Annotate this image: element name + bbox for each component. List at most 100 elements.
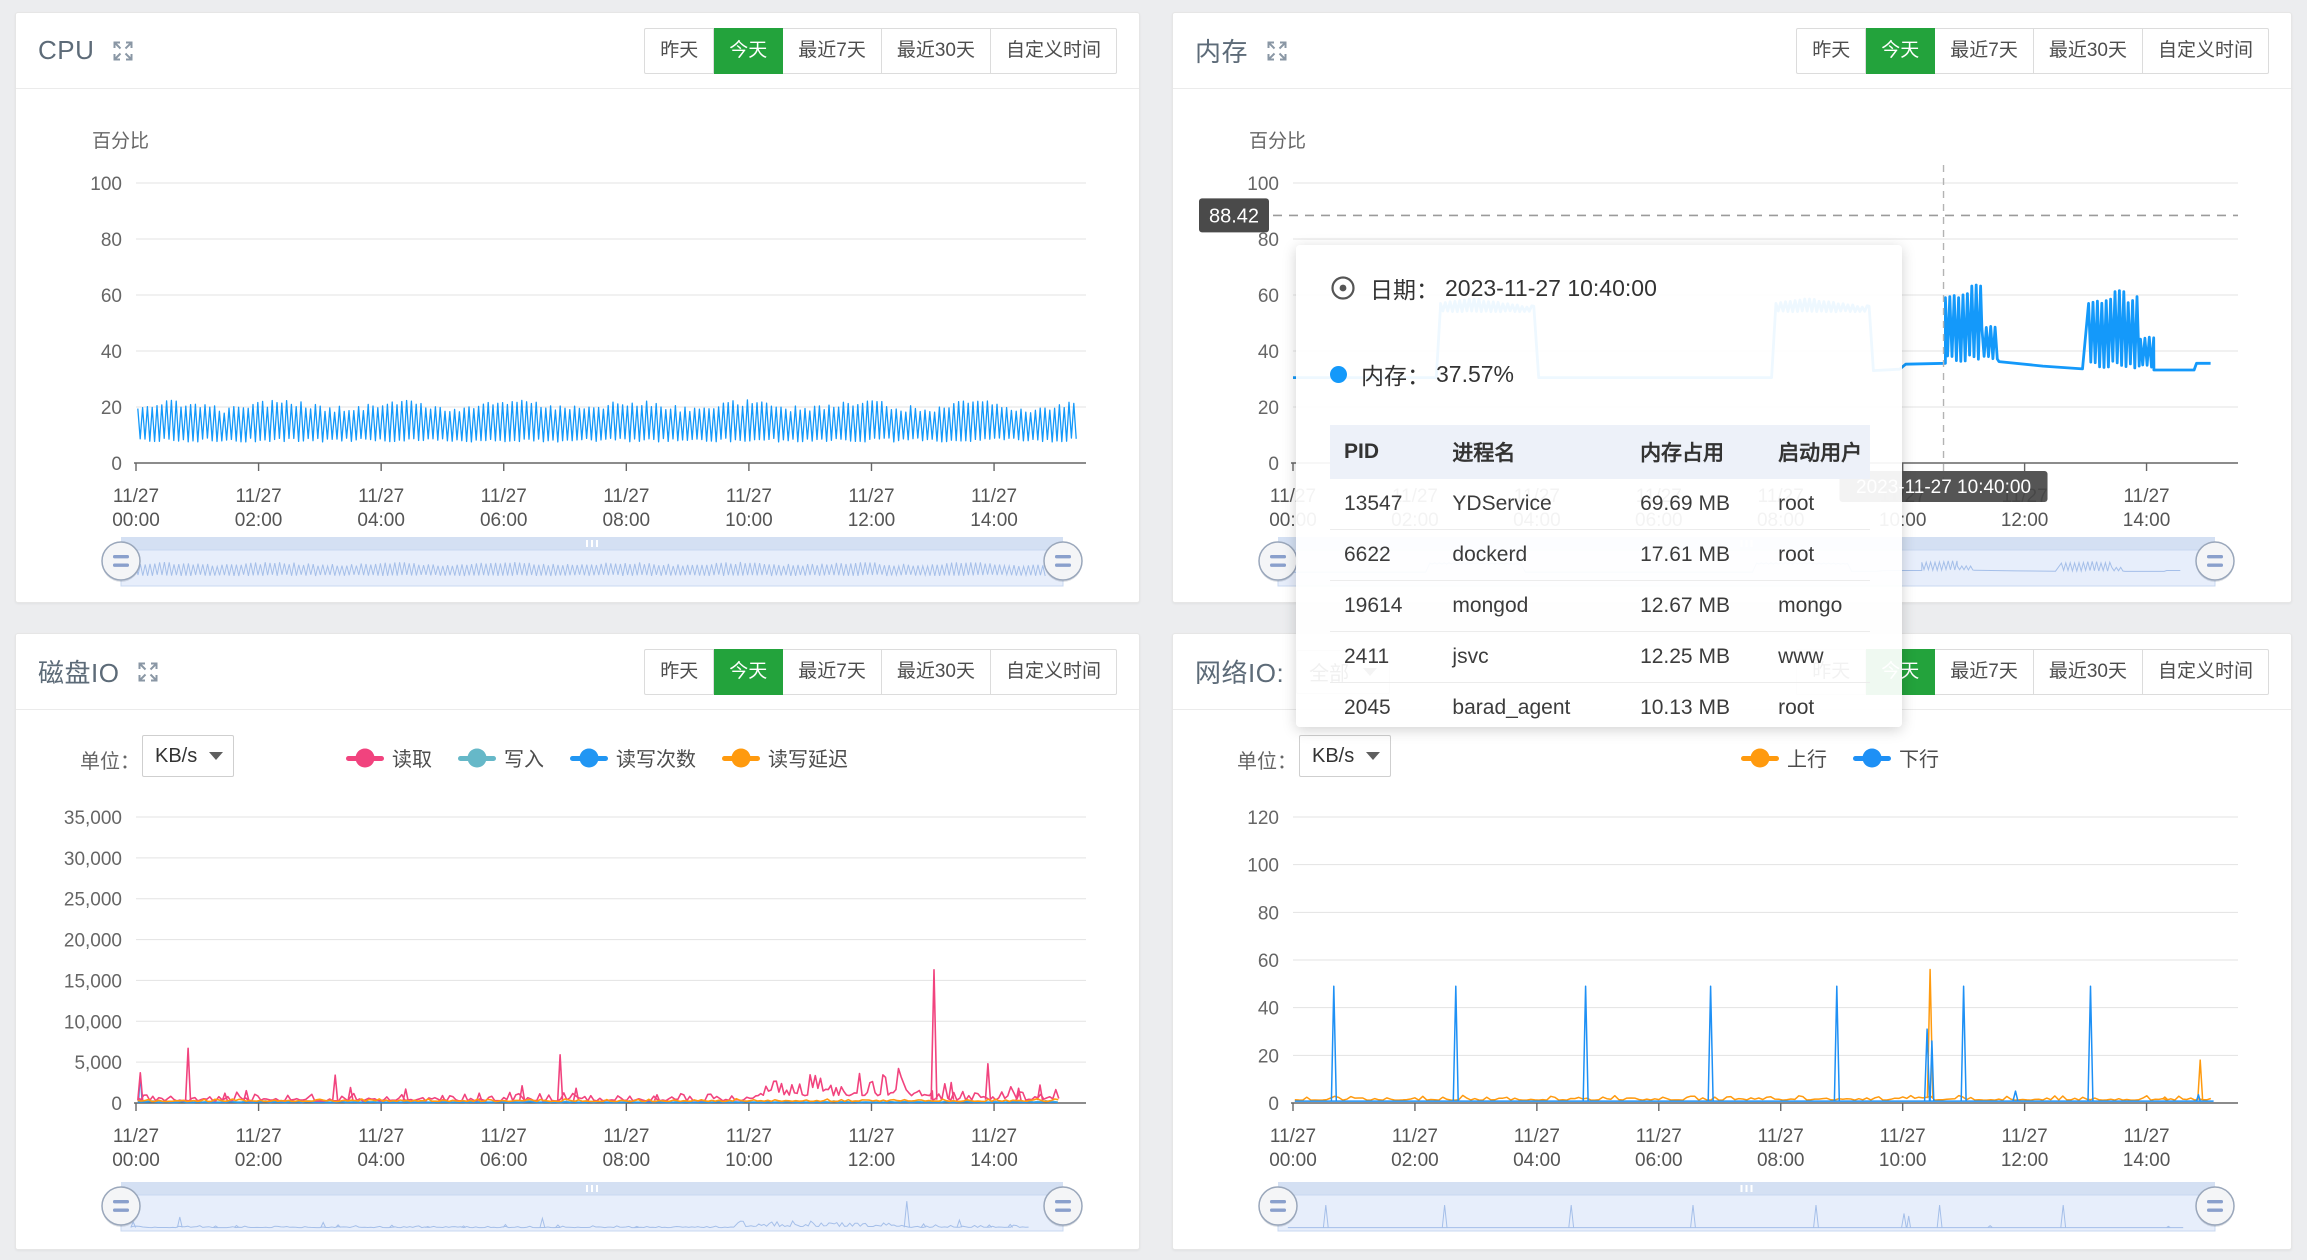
svg-text:04:00: 04:00 (357, 510, 405, 531)
cpu-datazoom-slider[interactable] (101, 537, 1083, 587)
datazoom-handle-right[interactable] (1043, 541, 1083, 582)
svg-text:88.42: 88.42 (1209, 205, 1259, 227)
memory-hover-tooltip: 日期： 2023-11-27 10:40:00 内存： 37.57% PID 进程… (1296, 245, 1902, 727)
svg-text:02:00: 02:00 (235, 1150, 283, 1171)
legend-item-rw-count[interactable]: 读写次数 (570, 743, 696, 772)
process-row: 13547 YDService 69.69 MB root (1330, 479, 1870, 530)
time-range-custom[interactable]: 自定义时间 (990, 27, 1117, 74)
svg-text:14:00: 14:00 (2123, 510, 2171, 531)
process-table-header: PID 进程名 内存占用 启动用户 (1330, 425, 1870, 479)
time-range-last7days[interactable]: 最近7天 (783, 648, 882, 695)
svg-text:11/27: 11/27 (236, 1126, 282, 1147)
svg-text:11/27: 11/27 (358, 1126, 404, 1147)
time-range-custom[interactable]: 自定义时间 (2142, 648, 2269, 695)
svg-text:11/27: 11/27 (726, 1126, 772, 1147)
svg-text:10:00: 10:00 (1879, 1150, 1927, 1171)
legend-downstream-icon (1853, 748, 1891, 768)
svg-text:11/27: 11/27 (603, 486, 649, 507)
tooltip-memory-row: 内存： 37.57% (1330, 357, 1870, 391)
time-range-last7days[interactable]: 最近7天 (783, 27, 882, 74)
network-unit-select[interactable]: KB/s (1299, 735, 1391, 777)
time-range-last30days[interactable]: 最近30天 (2033, 27, 2143, 74)
time-range-today[interactable]: 今天 (714, 27, 784, 74)
disk-controls: 单位： KB/s 读取 写入 读写次数 读写延迟 (16, 735, 1139, 783)
expand-icon[interactable] (110, 38, 136, 64)
tooltip-date-value: 2023-11-27 10:40:00 (1445, 274, 1657, 301)
chevron-down-icon (209, 752, 223, 760)
time-range-group: 昨天今天最近7天最近30天自定义时间 (644, 648, 1117, 695)
datazoom-handle-right[interactable] (2195, 1186, 2235, 1227)
time-range-group: 昨天今天最近7天最近30天自定义时间 (1796, 27, 2269, 74)
time-range-group: 昨天今天最近7天最近30天自定义时间 (644, 27, 1117, 74)
datazoom-handle-left[interactable] (1258, 1186, 1298, 1227)
legend-rw-count-icon (570, 748, 608, 768)
svg-text:12:00: 12:00 (2001, 510, 2049, 531)
time-range-last7days[interactable]: 最近7天 (1935, 27, 2034, 74)
svg-text:11/27: 11/27 (603, 1126, 649, 1147)
svg-text:11/27: 11/27 (236, 486, 282, 507)
process-row: 19614 mongod 12.67 MB mongo (1330, 580, 1870, 632)
disk-datazoom-slider[interactable] (101, 1182, 1083, 1232)
svg-text:11/27: 11/27 (358, 486, 404, 507)
network-chart[interactable]: 0 20 40 60 80 100 120 11/27 00:00 11/27 02:00 11/27… (1173, 711, 2293, 1251)
datazoom-handle-right[interactable] (1043, 1186, 1083, 1227)
svg-text:11/27: 11/27 (971, 1126, 1017, 1147)
cpu-header: CPU 昨天 今天 最近7天 最近30天 自定义时间 (16, 13, 1139, 89)
svg-text:20: 20 (1258, 1046, 1279, 1067)
time-range-today[interactable]: 今天 (714, 648, 784, 695)
time-range-last30days[interactable]: 最近30天 (881, 27, 991, 74)
legend-item-rw-latency[interactable]: 读写延迟 (722, 743, 848, 772)
legend-item-downstream[interactable]: 下行 (1853, 743, 1939, 772)
svg-text:11/27: 11/27 (113, 486, 159, 507)
time-range-yesterday[interactable]: 昨天 (1796, 27, 1867, 74)
tooltip-series-label: 内存： (1361, 363, 1430, 389)
expand-icon[interactable] (1264, 38, 1290, 64)
time-range-custom[interactable]: 自定义时间 (2142, 27, 2269, 74)
time-range-today[interactable]: 今天 (1866, 27, 1936, 74)
svg-text:60: 60 (1258, 286, 1279, 307)
unit-label: 单位： (80, 751, 140, 773)
legend-read-icon (346, 748, 384, 768)
datazoom-handle-right[interactable] (2195, 541, 2235, 582)
disk-unit-select[interactable]: KB/s (142, 735, 234, 777)
cpu-title: CPU (38, 35, 136, 66)
expand-icon[interactable] (135, 659, 161, 685)
legend-upstream-icon (1741, 748, 1779, 768)
network-datazoom-slider[interactable] (1258, 1182, 2235, 1232)
svg-text:100: 100 (1247, 856, 1279, 877)
disk-chart[interactable]: 0 5,000 10,000 15,000 20,000 25,000 30,000 35,0… (16, 711, 1141, 1251)
cpu-chart[interactable]: 百分比 0 20 40 60 80 100 11/27 00:00 11/27 02:00 11/27… (16, 90, 1141, 604)
datazoom-handle-left[interactable] (1258, 541, 1298, 582)
svg-text:100: 100 (1247, 174, 1279, 195)
svg-text:11/27: 11/27 (2123, 1126, 2169, 1147)
time-range-last30days[interactable]: 最近30天 (881, 648, 991, 695)
legend-item-read[interactable]: 读取 (346, 743, 432, 772)
legend-item-upstream[interactable]: 上行 (1741, 743, 1827, 772)
disk-unit-value: KB/s (155, 744, 198, 767)
svg-text:5,000: 5,000 (74, 1053, 122, 1074)
svg-text:11/27: 11/27 (2123, 486, 2169, 507)
svg-text:100: 100 (90, 174, 122, 195)
svg-text:12:00: 12:00 (848, 510, 896, 531)
svg-text:11/27: 11/27 (481, 486, 527, 507)
legend-item-write[interactable]: 写入 (458, 743, 544, 772)
disk-title-text: 磁盘IO (38, 658, 120, 688)
svg-text:120: 120 (1247, 808, 1279, 829)
svg-text:14:00: 14:00 (2123, 1150, 2171, 1171)
svg-text:04:00: 04:00 (357, 1150, 405, 1171)
datazoom-handle-left[interactable] (101, 1186, 141, 1227)
svg-text:11/27: 11/27 (1392, 1126, 1438, 1147)
time-range-last30days[interactable]: 最近30天 (2033, 648, 2143, 695)
network-unit-value: KB/s (1312, 744, 1355, 767)
time-range-yesterday[interactable]: 昨天 (644, 648, 715, 695)
time-range-last7days[interactable]: 最近7天 (1935, 648, 2034, 695)
time-range-custom[interactable]: 自定义时间 (990, 648, 1117, 695)
panel-cpu: CPU 昨天 今天 最近7天 最近30天 自定义时间 百分比 0 20 40 60 80 100 11… (15, 12, 1140, 603)
time-range-yesterday[interactable]: 昨天 (644, 27, 715, 74)
svg-text:35,000: 35,000 (64, 808, 122, 829)
svg-text:20: 20 (1258, 398, 1279, 419)
svg-text:80: 80 (1258, 903, 1279, 924)
svg-text:30,000: 30,000 (64, 849, 122, 870)
network-controls: 单位： KB/s 上行 下行 (1173, 735, 2291, 783)
datazoom-handle-left[interactable] (101, 541, 141, 582)
